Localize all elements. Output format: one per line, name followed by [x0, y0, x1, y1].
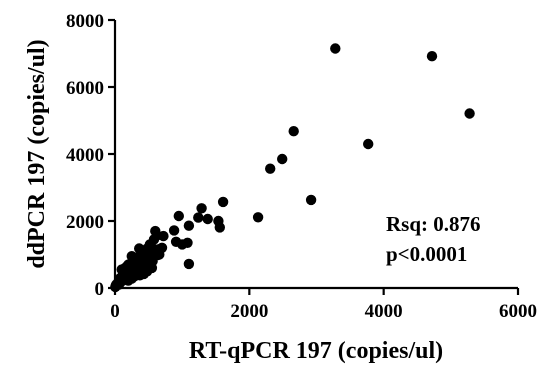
annotation-rsq: Rsq: 0.876	[386, 212, 481, 236]
x-ticks: 0 2000 4000 6000	[110, 288, 537, 322]
data-point	[183, 258, 195, 270]
annotation-pvalue: p<0.0001	[386, 242, 467, 266]
y-tick-label: 2000	[66, 212, 104, 233]
data-point	[134, 243, 145, 254]
data-point	[252, 212, 264, 223]
data-point	[426, 51, 438, 62]
data-point	[265, 163, 276, 174]
data-point	[168, 225, 180, 236]
data-points	[110, 43, 475, 293]
data-point	[123, 275, 134, 286]
data-point	[183, 220, 195, 231]
y-axis-title: ddPCR 197 (copies/ul)	[24, 39, 50, 268]
y-ticks: 0 2000 4000 6000 8000	[66, 11, 115, 300]
data-point	[173, 210, 184, 222]
y-tick-label: 0	[95, 279, 105, 300]
data-point	[363, 138, 374, 150]
data-point	[196, 203, 207, 214]
data-point	[288, 126, 299, 137]
x-tick-label: 0	[110, 301, 120, 322]
data-point	[214, 222, 225, 233]
data-point	[202, 213, 213, 225]
y-tick-label: 8000	[66, 11, 104, 32]
data-point	[464, 108, 475, 119]
data-point	[277, 153, 288, 165]
x-tick-label: 6000	[499, 301, 537, 322]
y-tick-label: 6000	[66, 78, 104, 99]
x-tick-label: 2000	[230, 301, 268, 322]
data-point	[305, 194, 317, 206]
data-point	[217, 196, 229, 208]
data-point	[330, 43, 341, 54]
data-point	[158, 230, 169, 242]
data-point	[170, 236, 182, 247]
data-point	[193, 212, 204, 223]
data-point	[152, 244, 164, 255]
data-point	[113, 279, 125, 290]
x-tick-label: 4000	[365, 301, 403, 322]
y-tick-label: 4000	[66, 145, 104, 166]
x-axis-title: RT-qPCR 197 (copies/ul)	[189, 338, 443, 364]
